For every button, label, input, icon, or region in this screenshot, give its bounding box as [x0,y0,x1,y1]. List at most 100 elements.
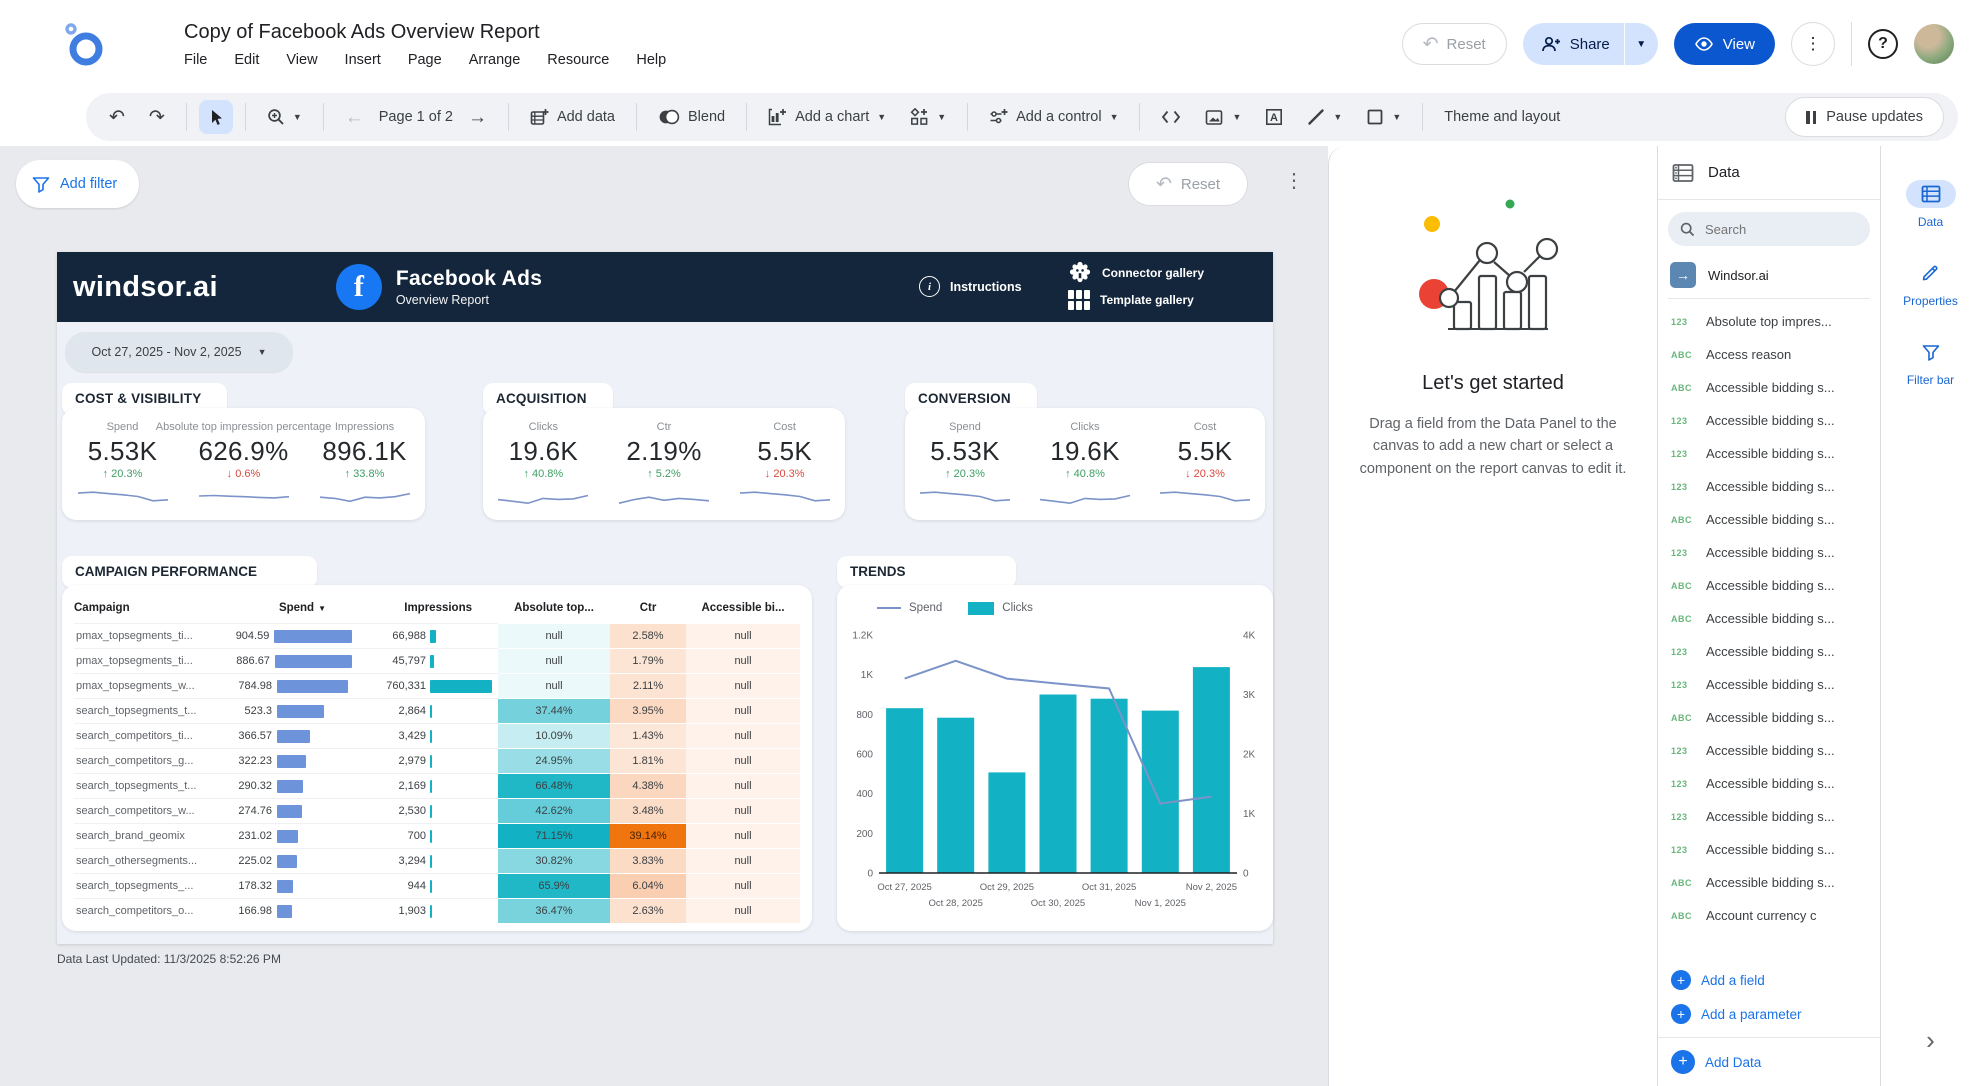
scorecard-metric[interactable]: Clicks 19.6K ↑ 40.8% [483,421,604,520]
field-item[interactable]: 123 Accessible bidding s... [1658,833,1880,866]
looker-studio-logo-icon[interactable] [62,19,112,69]
col-abs-top[interactable]: Absolute top... [514,602,594,614]
field-item[interactable]: 123 Accessible bidding s... [1658,404,1880,437]
scorecard-card[interactable]: Spend 5.53K ↑ 20.3% Clicks 19.6K ↑ 40.8% Cost 5… [905,408,1265,520]
canvas-more-button[interactable]: ⋮ [1284,170,1304,192]
add-image-button[interactable]: ▼ [1196,103,1250,132]
field-item[interactable]: 123 Accessible bidding s... [1658,437,1880,470]
scorecard-metric[interactable]: Absolute top impression percentage 626.9%… [156,421,331,520]
reset-button[interactable]: ↶ Reset [1401,23,1507,65]
more-options-button[interactable]: ⋮ [1791,22,1835,66]
embed-code-button[interactable] [1152,103,1190,131]
add-data-button[interactable]: + Add Data [1658,1037,1880,1086]
field-item[interactable]: ABC Accessible bidding s... [1658,602,1880,635]
field-item[interactable]: ABC Accessible bidding s... [1658,503,1880,536]
campaign-table[interactable]: Campaign Spend ▼ Impressions Absolute top… [62,585,812,931]
menu-insert[interactable]: Insert [344,51,381,68]
table-row[interactable]: pmax_topsegments_ti... 904.59 66,988 null 2.… [74,623,800,648]
instructions-link[interactable]: i Instructions [919,276,1022,297]
field-item[interactable]: 123 Absolute top impres... [1658,305,1880,338]
scorecard-metric[interactable]: Clicks 19.6K ↑ 40.8% [1025,421,1145,520]
prev-page-button[interactable]: ← [344,106,364,128]
table-row[interactable]: pmax_topsegments_ti... 886.67 45,797 null 1.… [74,648,800,673]
community-widgets-button[interactable]: ▼ [901,102,955,132]
rail-tab-properties[interactable]: Properties [1903,259,1958,308]
scorecard-metric[interactable]: Cost 5.5K ↓ 20.3% [1145,421,1265,520]
scorecard-metric[interactable]: Impressions 896.1K ↑ 33.8% [304,421,425,520]
field-item[interactable]: 123 Accessible bidding s... [1658,470,1880,503]
data-source-item[interactable]: → Windsor.ai [1658,256,1880,298]
trends-chart[interactable]: Spend Clicks 1.2K 1K 800 600 400 200 0 4K 3K 2K 1K… [837,585,1273,931]
field-item[interactable]: 123 Accessible bidding s... [1658,767,1880,800]
scorecard-metric[interactable]: Cost 5.5K ↓ 20.3% [724,421,845,520]
table-row[interactable]: search_brand_geomix 231.02 700 71.15% 39.14%… [74,823,800,848]
collapse-panel-chevron[interactable]: › [1926,1025,1935,1055]
menu-help[interactable]: Help [636,51,667,68]
add-shape-button[interactable]: ▼ [1357,102,1410,132]
scorecard-card[interactable]: Clicks 19.6K ↑ 40.8% Ctr 2.19% ↑ 5.2% Cost 5.5K… [483,408,845,520]
add-filter-button[interactable]: Add filter [16,160,140,208]
theme-layout-button[interactable]: Theme and layout [1444,109,1561,125]
undo-button[interactable]: ↶ [109,106,125,128]
menu-edit[interactable]: Edit [234,51,260,68]
rail-tab-filter-bar[interactable]: Filter bar [1906,338,1956,387]
menu-arrange[interactable]: Arrange [468,51,521,68]
pause-updates-button[interactable]: Pause updates [1785,97,1944,137]
share-button[interactable]: Share ▼ [1522,23,1658,65]
table-row[interactable]: search_topsegments_... 178.32 944 65.9% 6.04… [74,873,800,898]
scorecard-metric[interactable]: Spend 5.53K ↑ 20.3% [905,421,1025,520]
report-canvas[interactable]: Add filter ↶ Reset ⋮ windsor.ai f Facebo… [0,146,1328,1086]
report-page[interactable]: windsor.ai f Facebook Ads Overview Repor… [57,252,1273,944]
zoom-tool-button[interactable]: ▼ [258,102,311,132]
next-page-button[interactable]: → [467,106,487,128]
menu-view[interactable]: View [286,51,318,68]
date-range-control[interactable]: Oct 27, 2025 - Nov 2, 2025 ▼ [65,332,293,372]
share-caret[interactable]: ▼ [1623,23,1658,65]
col-campaign[interactable]: Campaign [74,602,130,614]
field-item[interactable]: ABC Accessible bidding s... [1658,371,1880,404]
field-item[interactable]: ABC Account currency c [1658,899,1880,932]
rail-tab-data[interactable]: Data [1905,180,1956,229]
scorecard-metric[interactable]: Ctr 2.19% ↑ 5.2% [604,421,725,520]
blend-button[interactable]: Blend [649,102,734,132]
menu-page[interactable]: Page [407,51,442,68]
add-field-button[interactable]: + Add a field [1658,963,1880,997]
table-row[interactable]: search_othersegments... 225.02 3,294 30.82%… [74,848,800,873]
col-ctr[interactable]: Ctr [639,602,657,614]
col-accessible[interactable]: Accessible bi... [701,602,785,614]
view-button[interactable]: View [1673,23,1775,65]
template-gallery-link[interactable]: Template gallery [1067,290,1194,310]
table-row[interactable]: search_topsegments_t... 290.32 2,169 66.48%… [74,773,800,798]
add-data-button[interactable]: Add data [521,102,624,132]
page-indicator[interactable]: Page 1 of 2 [378,109,453,125]
field-item[interactable]: ABC Accessible bidding s... [1658,701,1880,734]
menu-resource[interactable]: Resource [547,51,610,68]
field-item[interactable]: 123 Accessible bidding s... [1658,635,1880,668]
redo-button[interactable]: ↷ [148,106,165,128]
search-box[interactable] [1668,212,1870,246]
select-tool-button[interactable] [198,100,233,134]
field-item[interactable]: 123 Accessible bidding s... [1658,536,1880,569]
table-row[interactable]: search_competitors_g... 322.23 2,979 24.95%… [74,748,800,773]
field-item[interactable]: 123 Accessible bidding s... [1658,800,1880,833]
table-row[interactable]: search_competitors_ti... 366.57 3,429 10.09… [74,723,800,748]
table-row[interactable]: search_competitors_o... 166.98 1,903 36.47%… [74,898,800,923]
col-impressions[interactable]: Impressions [404,602,472,614]
share-main[interactable]: Share [1523,36,1624,53]
avatar[interactable] [1914,24,1954,64]
add-parameter-button[interactable]: + Add a parameter [1658,997,1880,1031]
table-row[interactable]: search_competitors_w... 274.76 2,530 42.62%… [74,798,800,823]
col-spend[interactable]: Spend ▼ [278,602,326,614]
add-control-button[interactable]: Add a control ▼ [980,102,1127,132]
add-chart-button[interactable]: Add a chart ▼ [759,102,895,132]
field-item[interactable]: ABC Access reason [1658,338,1880,371]
search-input[interactable] [1705,221,1845,237]
field-item[interactable]: ABC Accessible bidding s... [1658,569,1880,602]
canvas-reset-button[interactable]: ↶ Reset [1128,162,1248,206]
connector-gallery-link[interactable]: Connector gallery [1067,260,1204,286]
field-item[interactable]: 123 Accessible bidding s... [1658,734,1880,767]
scorecard-metric[interactable]: Spend 5.53K ↑ 20.3% [62,421,183,520]
field-item[interactable]: ABC Accessible bidding s... [1658,866,1880,899]
add-text-button[interactable]: A [1256,102,1292,132]
table-row[interactable]: pmax_topsegments_w... 784.98 760,331 null 2.… [74,673,800,698]
